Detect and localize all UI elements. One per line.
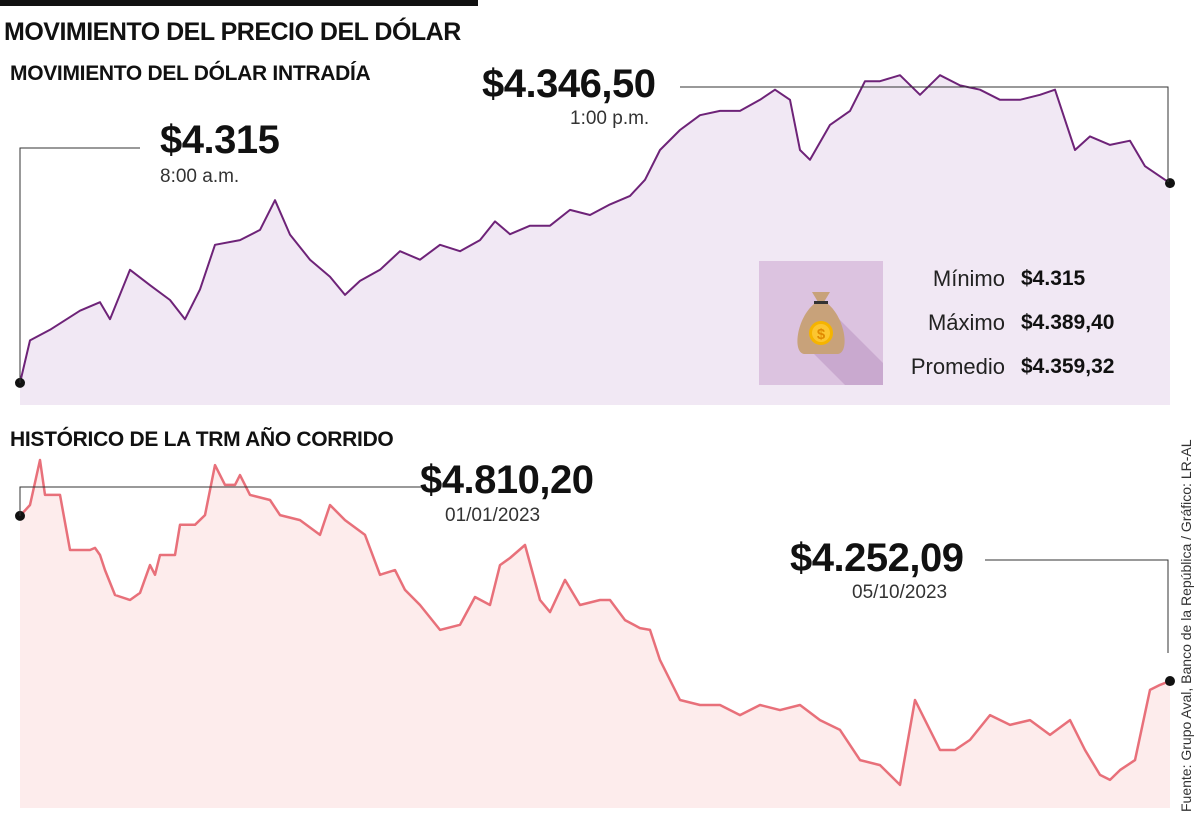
stat-value-min: $4.315 xyxy=(1021,267,1086,290)
annotation-value: $4.346,50 xyxy=(482,62,656,106)
stat-label-avg: Promedio xyxy=(910,354,1005,379)
stat-value-max: $4.389,40 xyxy=(1021,311,1115,334)
money-bag-icon: $ xyxy=(759,261,883,385)
annotation-label: 01/01/2023 xyxy=(445,505,541,526)
intraday-title: MOVIMIENTO DEL DÓLAR INTRADÍA xyxy=(10,62,371,85)
annotation-value: $4.810,20 xyxy=(420,458,594,502)
end-point-marker xyxy=(1165,676,1175,687)
series-line xyxy=(19,458,1171,787)
series-line xyxy=(19,74,1171,384)
annotation-value: $4.252,09 xyxy=(790,536,964,580)
top-rule xyxy=(0,0,478,6)
end-point-marker xyxy=(1165,178,1175,189)
series-area xyxy=(20,460,1170,808)
stat-value-avg: $4.359,32 xyxy=(1021,355,1115,378)
main-title: MOVIMIENTO DEL PRECIO DEL DÓLAR xyxy=(4,18,461,46)
stat-label-min: Mínimo xyxy=(932,266,1005,291)
leader-end xyxy=(680,86,1169,182)
stat-label-max: Máximo xyxy=(927,310,1005,335)
leader-min xyxy=(19,147,140,383)
svg-text:$: $ xyxy=(817,326,826,343)
leader-trm-end xyxy=(985,559,1169,653)
trm-title: HISTÓRICO DE LA TRM AÑO CORRIDO xyxy=(10,428,394,451)
leader-trm-start xyxy=(19,486,425,516)
annotation-label: 05/10/2023 xyxy=(852,582,948,603)
annotation-value: $4.315 xyxy=(160,118,280,162)
annotation-label: 8:00 a.m. xyxy=(160,166,240,187)
trm-chart xyxy=(15,458,1175,808)
annotation-label: 1:00 p.m. xyxy=(570,108,650,129)
source-note: Fuente: Grupo Aval, Banco de la Repúblic… xyxy=(1178,439,1194,812)
